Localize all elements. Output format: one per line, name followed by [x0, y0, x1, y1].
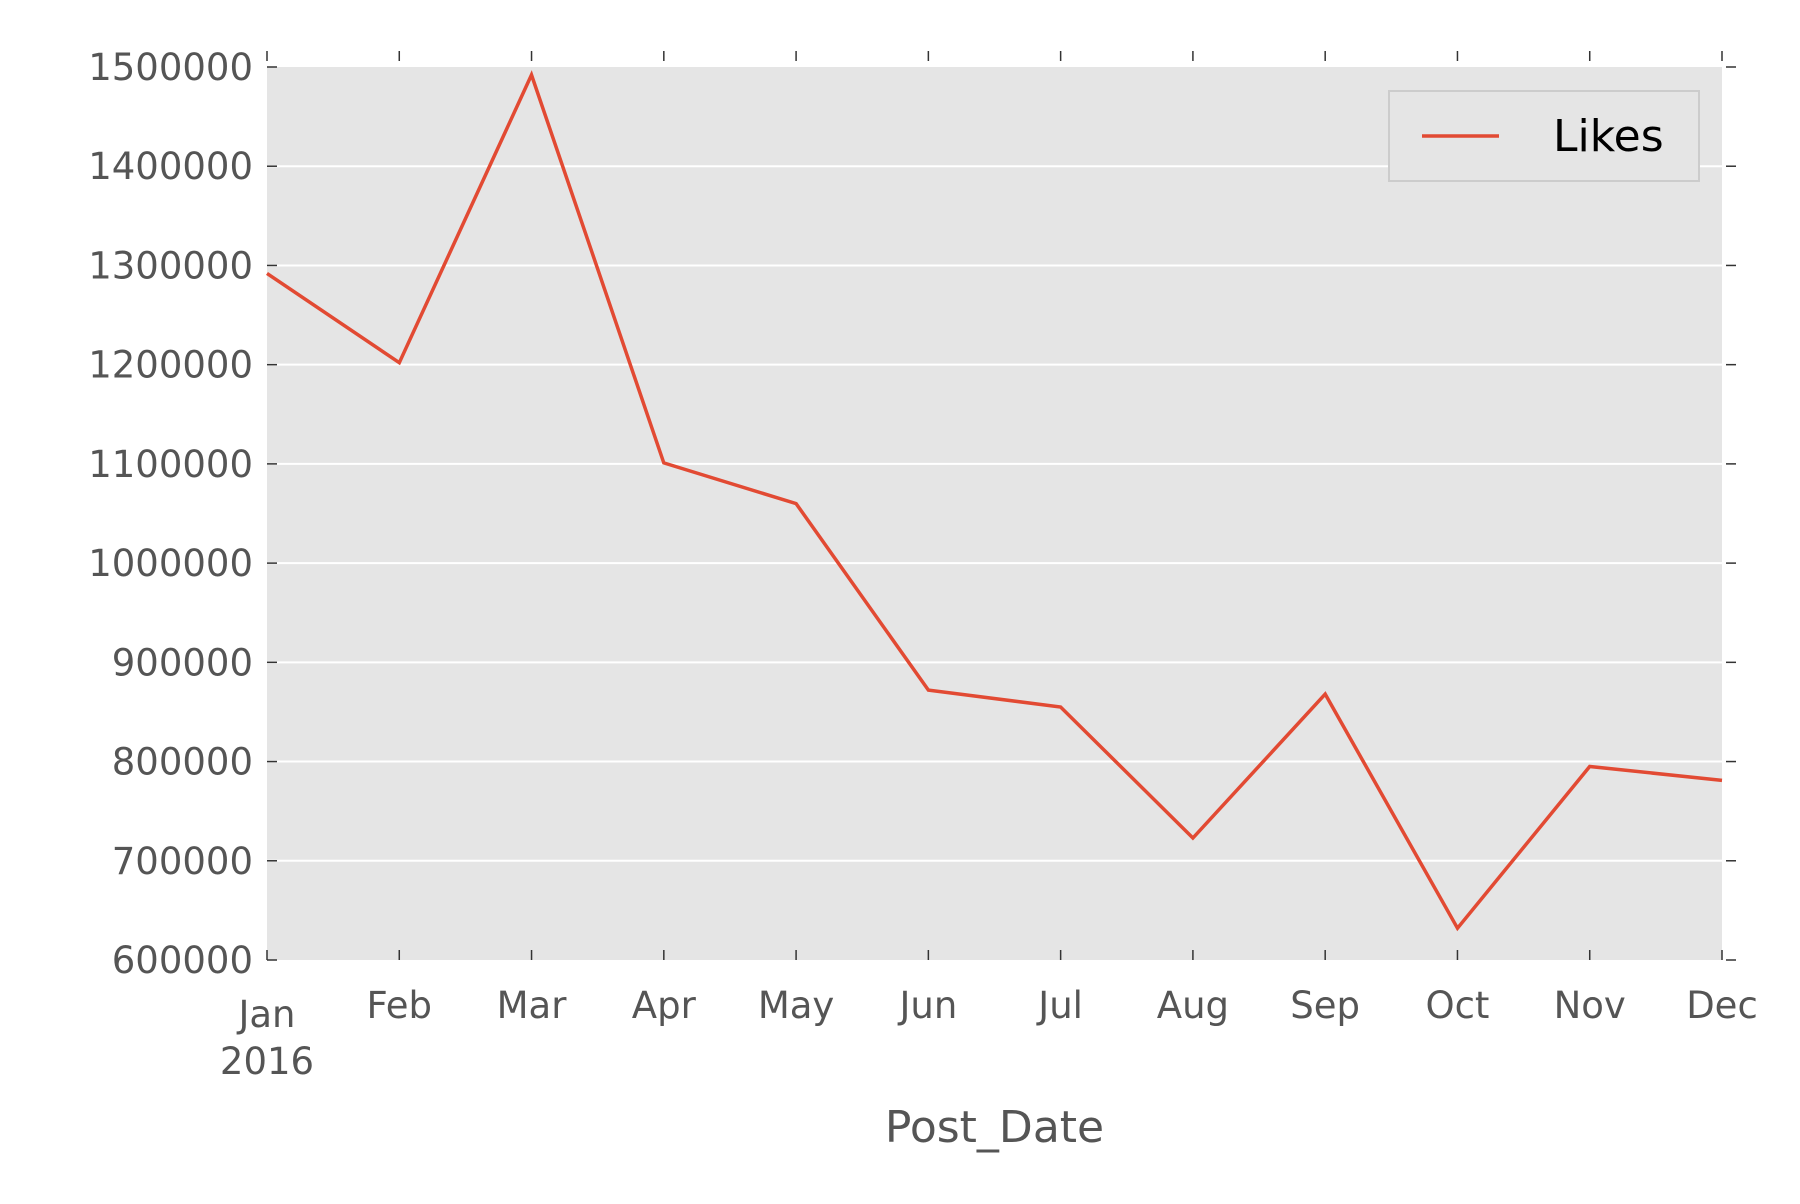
- y-tick-label: 1400000: [88, 145, 253, 188]
- x-year-label: 2016: [220, 1040, 314, 1083]
- y-tick-label: 1000000: [88, 542, 253, 585]
- legend-label-likes: Likes: [1553, 111, 1664, 162]
- axis-ticks: [266, 51, 1736, 961]
- x-tick-label: Jun: [897, 984, 957, 1027]
- y-tick-label: 700000: [112, 840, 253, 883]
- x-tick-label: Oct: [1425, 984, 1489, 1027]
- x-tick-label: Nov: [1554, 984, 1626, 1027]
- x-tick-label: May: [758, 984, 835, 1027]
- y-tick-label: 600000: [112, 939, 253, 982]
- legend: Likes: [1388, 90, 1700, 182]
- x-tick-label: Jul: [1036, 984, 1083, 1027]
- plot-area: [267, 67, 1722, 960]
- x-axis-tick-labels: Jan Feb Mar Apr May Jun Jul Aug Sep Oct Nov Dec 2016: [220, 984, 1758, 1083]
- series-line-likes: [266, 70, 1723, 932]
- y-tick-label: 1100000: [88, 443, 253, 486]
- x-axis-title: Post_Date: [885, 1102, 1104, 1153]
- x-tick-label: Sep: [1290, 984, 1360, 1027]
- grid-lines: [267, 165, 1722, 862]
- y-tick-label: 800000: [112, 741, 253, 784]
- y-tick-label: 900000: [112, 641, 253, 684]
- series-layer: [266, 70, 1723, 932]
- y-axis-tick-labels: 600000 700000 800000 900000 1000000 1100000 12…: [88, 46, 253, 982]
- x-tick-label: Feb: [367, 984, 433, 1027]
- y-tick-label: 1300000: [88, 244, 253, 287]
- x-tick-label: Aug: [1157, 984, 1229, 1027]
- x-tick-label: Jan: [236, 993, 295, 1036]
- x-tick-label: Dec: [1686, 984, 1758, 1027]
- y-tick-label: 1200000: [88, 344, 253, 387]
- x-tick-label: Apr: [632, 984, 697, 1027]
- x-tick-label: Mar: [497, 984, 568, 1027]
- y-tick-label: 1500000: [88, 46, 253, 89]
